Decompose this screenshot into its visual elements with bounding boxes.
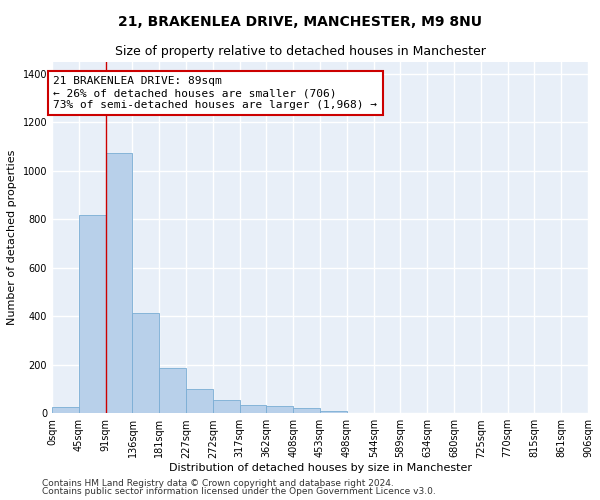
Text: 21, BRAKENLEA DRIVE, MANCHESTER, M9 8NU: 21, BRAKENLEA DRIVE, MANCHESTER, M9 8NU — [118, 15, 482, 29]
Text: Size of property relative to detached houses in Manchester: Size of property relative to detached ho… — [115, 45, 485, 58]
Text: Contains public sector information licensed under the Open Government Licence v3: Contains public sector information licen… — [42, 487, 436, 496]
Bar — [79, 214, 106, 413]
Bar — [186, 389, 213, 413]
Bar — [266, 406, 293, 413]
Bar — [213, 400, 239, 413]
Y-axis label: Number of detached properties: Number of detached properties — [7, 150, 17, 325]
X-axis label: Distribution of detached houses by size in Manchester: Distribution of detached houses by size … — [169, 463, 472, 473]
Bar — [106, 153, 133, 413]
Text: Contains HM Land Registry data © Crown copyright and database right 2024.: Contains HM Land Registry data © Crown c… — [42, 478, 394, 488]
Bar — [52, 407, 79, 413]
Bar — [293, 408, 320, 413]
Bar — [239, 404, 266, 413]
Bar — [320, 410, 347, 413]
Bar — [159, 368, 186, 413]
Bar — [133, 312, 159, 413]
Text: 21 BRAKENLEA DRIVE: 89sqm
← 26% of detached houses are smaller (706)
73% of semi: 21 BRAKENLEA DRIVE: 89sqm ← 26% of detac… — [53, 76, 377, 110]
